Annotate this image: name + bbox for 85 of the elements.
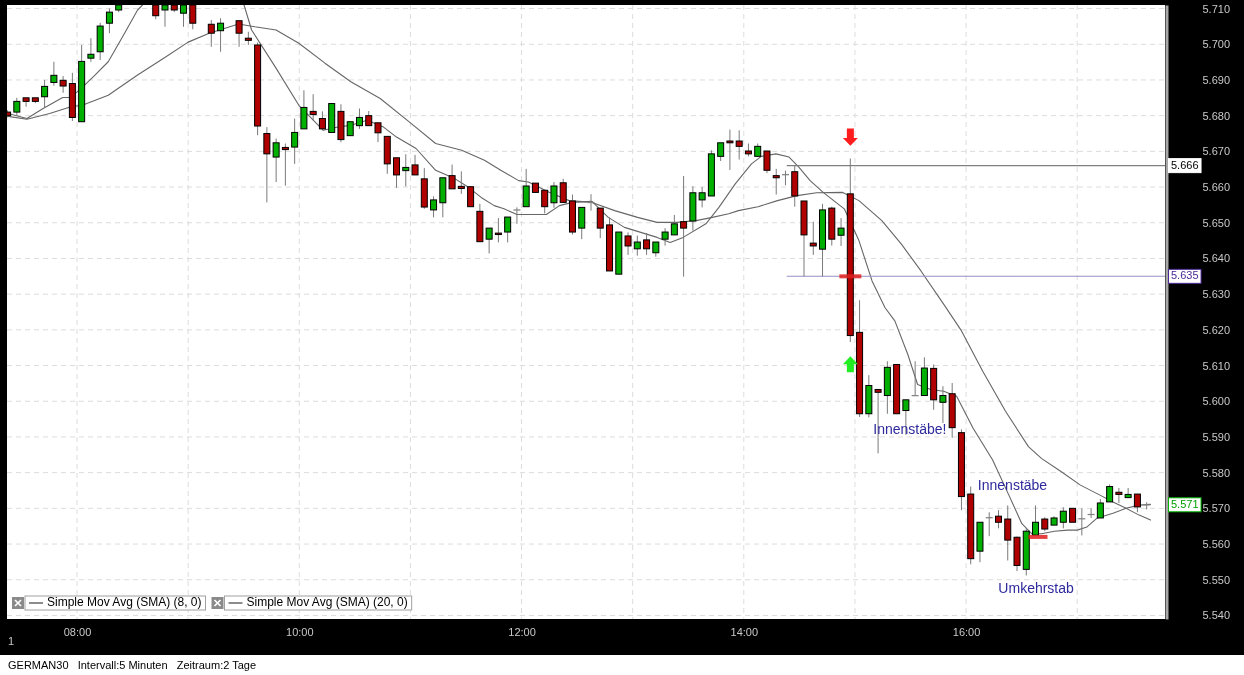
text: 5.571 — [1171, 497, 1199, 510]
candlestick — [41, 79, 49, 108]
y-tick-label: 5.700 — [1202, 38, 1231, 51]
candlestick — [522, 168, 530, 208]
candlestick — [189, 5, 197, 30]
annotation: Innenstäbe! — [873, 420, 947, 437]
y-tick-label: 5.650 — [1202, 216, 1231, 229]
y-tick-label: 5.600 — [1202, 395, 1231, 408]
candlestick — [448, 164, 456, 190]
candlestick — [541, 189, 549, 214]
candlestick — [1004, 504, 1012, 561]
candlestick — [1133, 493, 1141, 513]
candlestick — [374, 122, 382, 143]
y-tick-label: 5.590 — [1202, 430, 1231, 443]
x-tick-label: 16:00 — [952, 625, 981, 638]
text: 1 — [8, 635, 15, 647]
candlestick — [633, 235, 641, 257]
y-tick-label: 5.680 — [1202, 109, 1231, 122]
candlestick — [355, 108, 363, 130]
candlestick — [939, 385, 947, 424]
y-tick-label: 5.560 — [1202, 538, 1231, 551]
candlestick — [837, 217, 845, 247]
y-tick-label: 5.540 — [1202, 609, 1231, 622]
candlestick — [624, 231, 632, 256]
y-tick-label: 5.670 — [1202, 145, 1231, 158]
candlestick — [1032, 504, 1040, 536]
candlestick — [735, 129, 743, 161]
candlestick — [596, 207, 604, 239]
candlestick — [643, 232, 651, 256]
y-tick-label: 5.630 — [1202, 288, 1231, 301]
candlestick — [393, 157, 401, 189]
candlestick — [180, 5, 188, 28]
candlestick — [402, 153, 410, 187]
y-tick-label: 5.580 — [1202, 466, 1231, 479]
candlestick — [281, 143, 289, 187]
x-tick-label: 08:00 — [63, 625, 92, 638]
candlestick — [467, 186, 475, 208]
candlestick — [411, 154, 419, 176]
candlestick — [1096, 498, 1104, 519]
candlestick — [309, 93, 317, 121]
candlestick — [504, 216, 512, 243]
candlestick — [494, 217, 502, 243]
candlestick — [772, 168, 780, 196]
text: GERMAN30 Intervall:5 Minuten Zeitraum:2 Tage — [8, 659, 257, 671]
candlestick — [87, 37, 95, 63]
candlestick — [22, 97, 30, 108]
candlestick — [763, 150, 771, 174]
y-tick-label: 5.570 — [1202, 502, 1231, 515]
annotation: Umkehrstab — [998, 580, 1075, 597]
candlestick — [291, 118, 299, 165]
candlestick — [726, 129, 734, 171]
text: 5.635 — [1171, 269, 1199, 282]
text: 5.666 — [1171, 158, 1199, 171]
legend-label: Simple Mov Avg (SMA) (8, 0) — [47, 595, 202, 610]
candlestick — [161, 5, 169, 28]
y-tick-label: 5.690 — [1202, 73, 1231, 86]
candlestick — [513, 206, 521, 225]
y-tick-label: 5.610 — [1202, 359, 1231, 372]
y-tick-label: 5.620 — [1202, 323, 1231, 336]
annotation: Innenstäbe — [977, 476, 1048, 493]
candlestick — [661, 227, 669, 247]
x-tick-label: 12:00 — [508, 625, 536, 638]
candlestick — [809, 221, 817, 256]
legend-label: Simple Mov Avg (SMA) (20, 0) — [246, 595, 408, 610]
candlestick — [235, 20, 243, 48]
candlestick — [457, 170, 465, 195]
candlestick — [430, 195, 438, 218]
candlestick — [680, 175, 688, 278]
candlestick — [217, 17, 225, 53]
candlestick — [105, 8, 113, 34]
x-tick-label: 14:00 — [730, 625, 759, 638]
candlestick — [670, 214, 678, 236]
x-tick-label: 10:00 — [286, 625, 314, 638]
candlestick — [578, 206, 586, 240]
candlestick — [717, 142, 725, 162]
candlestick — [207, 19, 215, 48]
candlestick — [300, 89, 308, 130]
candlestick — [550, 181, 558, 209]
y-tick-label: 5.710 — [1202, 2, 1231, 15]
y-tick-label: 5.640 — [1202, 252, 1231, 265]
y-tick-label: 5.550 — [1202, 573, 1231, 586]
candlestick — [559, 178, 567, 203]
candlestick — [1059, 506, 1067, 529]
y-tick-label: 5.660 — [1202, 181, 1231, 194]
candlestick — [994, 509, 1002, 529]
